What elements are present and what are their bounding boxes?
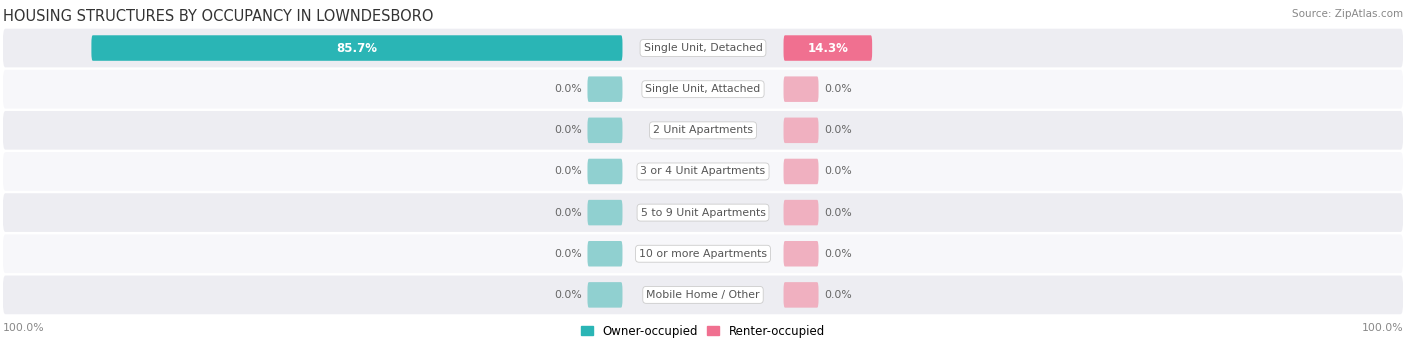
Text: Source: ZipAtlas.com: Source: ZipAtlas.com xyxy=(1292,9,1403,19)
FancyBboxPatch shape xyxy=(588,159,623,184)
Text: 0.0%: 0.0% xyxy=(824,208,852,218)
Text: 0.0%: 0.0% xyxy=(554,208,582,218)
Text: 3 or 4 Unit Apartments: 3 or 4 Unit Apartments xyxy=(641,166,765,176)
FancyBboxPatch shape xyxy=(783,282,818,308)
FancyBboxPatch shape xyxy=(588,200,623,225)
FancyBboxPatch shape xyxy=(783,159,818,184)
Text: Mobile Home / Other: Mobile Home / Other xyxy=(647,290,759,300)
FancyBboxPatch shape xyxy=(3,111,1403,150)
FancyBboxPatch shape xyxy=(588,241,623,267)
Text: 0.0%: 0.0% xyxy=(554,166,582,176)
FancyBboxPatch shape xyxy=(588,282,623,308)
FancyBboxPatch shape xyxy=(783,35,872,61)
Text: 100.0%: 100.0% xyxy=(1361,323,1403,333)
FancyBboxPatch shape xyxy=(783,76,818,102)
FancyBboxPatch shape xyxy=(3,193,1403,232)
Text: Single Unit, Attached: Single Unit, Attached xyxy=(645,84,761,94)
FancyBboxPatch shape xyxy=(783,241,818,267)
Text: 5 to 9 Unit Apartments: 5 to 9 Unit Apartments xyxy=(641,208,765,218)
Text: 0.0%: 0.0% xyxy=(824,249,852,259)
FancyBboxPatch shape xyxy=(91,35,623,61)
Text: 2 Unit Apartments: 2 Unit Apartments xyxy=(652,125,754,135)
Text: 10 or more Apartments: 10 or more Apartments xyxy=(638,249,768,259)
Text: 100.0%: 100.0% xyxy=(3,323,45,333)
Text: 0.0%: 0.0% xyxy=(824,166,852,176)
Text: Single Unit, Detached: Single Unit, Detached xyxy=(644,43,762,53)
FancyBboxPatch shape xyxy=(588,118,623,143)
FancyBboxPatch shape xyxy=(588,76,623,102)
Legend: Owner-occupied, Renter-occupied: Owner-occupied, Renter-occupied xyxy=(576,320,830,341)
FancyBboxPatch shape xyxy=(783,118,818,143)
Text: HOUSING STRUCTURES BY OCCUPANCY IN LOWNDESBORO: HOUSING STRUCTURES BY OCCUPANCY IN LOWND… xyxy=(3,9,433,24)
Text: 0.0%: 0.0% xyxy=(554,125,582,135)
Text: 0.0%: 0.0% xyxy=(554,290,582,300)
FancyBboxPatch shape xyxy=(3,152,1403,191)
Text: 0.0%: 0.0% xyxy=(554,249,582,259)
Text: 14.3%: 14.3% xyxy=(807,42,848,55)
Text: 0.0%: 0.0% xyxy=(824,84,852,94)
Text: 0.0%: 0.0% xyxy=(824,290,852,300)
FancyBboxPatch shape xyxy=(3,276,1403,314)
Text: 0.0%: 0.0% xyxy=(824,125,852,135)
FancyBboxPatch shape xyxy=(3,70,1403,108)
FancyBboxPatch shape xyxy=(3,234,1403,273)
FancyBboxPatch shape xyxy=(783,200,818,225)
Text: 0.0%: 0.0% xyxy=(554,84,582,94)
FancyBboxPatch shape xyxy=(3,29,1403,68)
Text: 85.7%: 85.7% xyxy=(336,42,377,55)
